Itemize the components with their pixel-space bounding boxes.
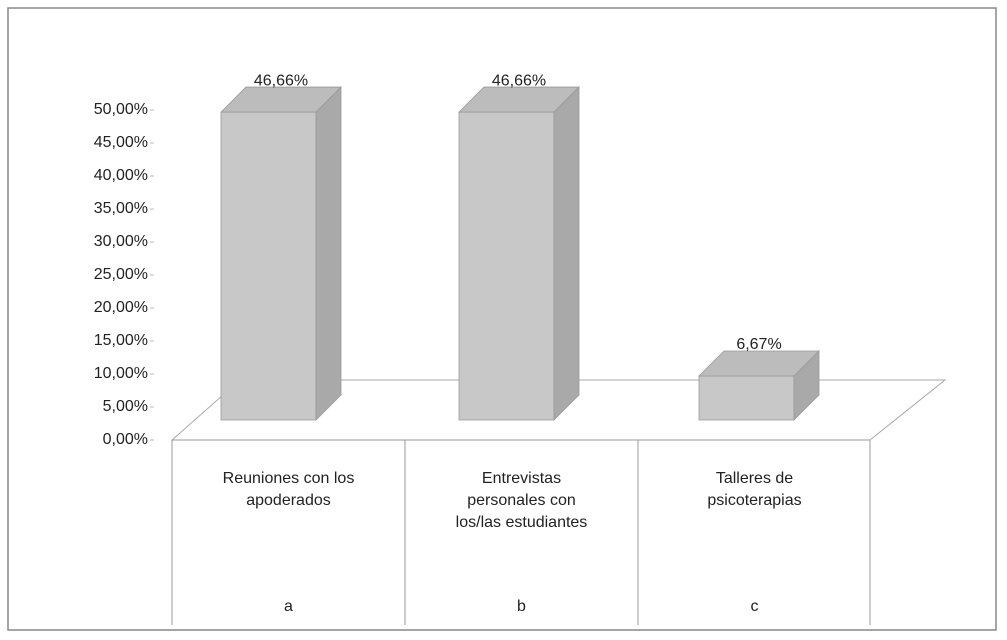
bar xyxy=(698,350,820,421)
data-label: 46,66% xyxy=(254,72,308,89)
bar-top xyxy=(698,350,820,377)
y-tick-label: 50,00% xyxy=(94,101,148,118)
y-tick-label: 5,00% xyxy=(103,398,148,415)
bar-side xyxy=(553,86,580,421)
y-tick-label: 10,00% xyxy=(94,365,148,382)
category-table xyxy=(171,439,871,625)
bar-front xyxy=(458,111,555,421)
y-tick-label: 40,00% xyxy=(94,167,148,184)
data-label: 6,67% xyxy=(736,336,781,353)
bar-front xyxy=(698,375,795,421)
data-label: 46,66% xyxy=(492,72,546,89)
y-tick-label: 25,00% xyxy=(94,266,148,283)
x-tick-code: b xyxy=(517,598,526,615)
x-tick-label: Reuniones con los apoderados xyxy=(222,470,355,509)
bar-top xyxy=(458,86,580,113)
y-tick-label: 45,00% xyxy=(94,134,148,151)
bar xyxy=(220,86,342,421)
bar-front xyxy=(220,111,317,421)
y-tick-label: 0,00% xyxy=(103,431,148,448)
bar-top xyxy=(220,86,342,113)
y-tick-label: 15,00% xyxy=(94,332,148,349)
x-tick-label: Talleres de psicoterapias xyxy=(707,470,802,509)
y-tick-label: 35,00% xyxy=(94,200,148,217)
y-tick-label: 30,00% xyxy=(94,233,148,250)
x-tick-code: c xyxy=(751,598,759,615)
y-tick-label: 20,00% xyxy=(94,299,148,316)
bar xyxy=(458,86,580,421)
x-tick-code: a xyxy=(284,598,293,615)
bar-side xyxy=(315,86,342,421)
x-tick-label: Entrevistas personales con los/las estud… xyxy=(455,470,588,531)
